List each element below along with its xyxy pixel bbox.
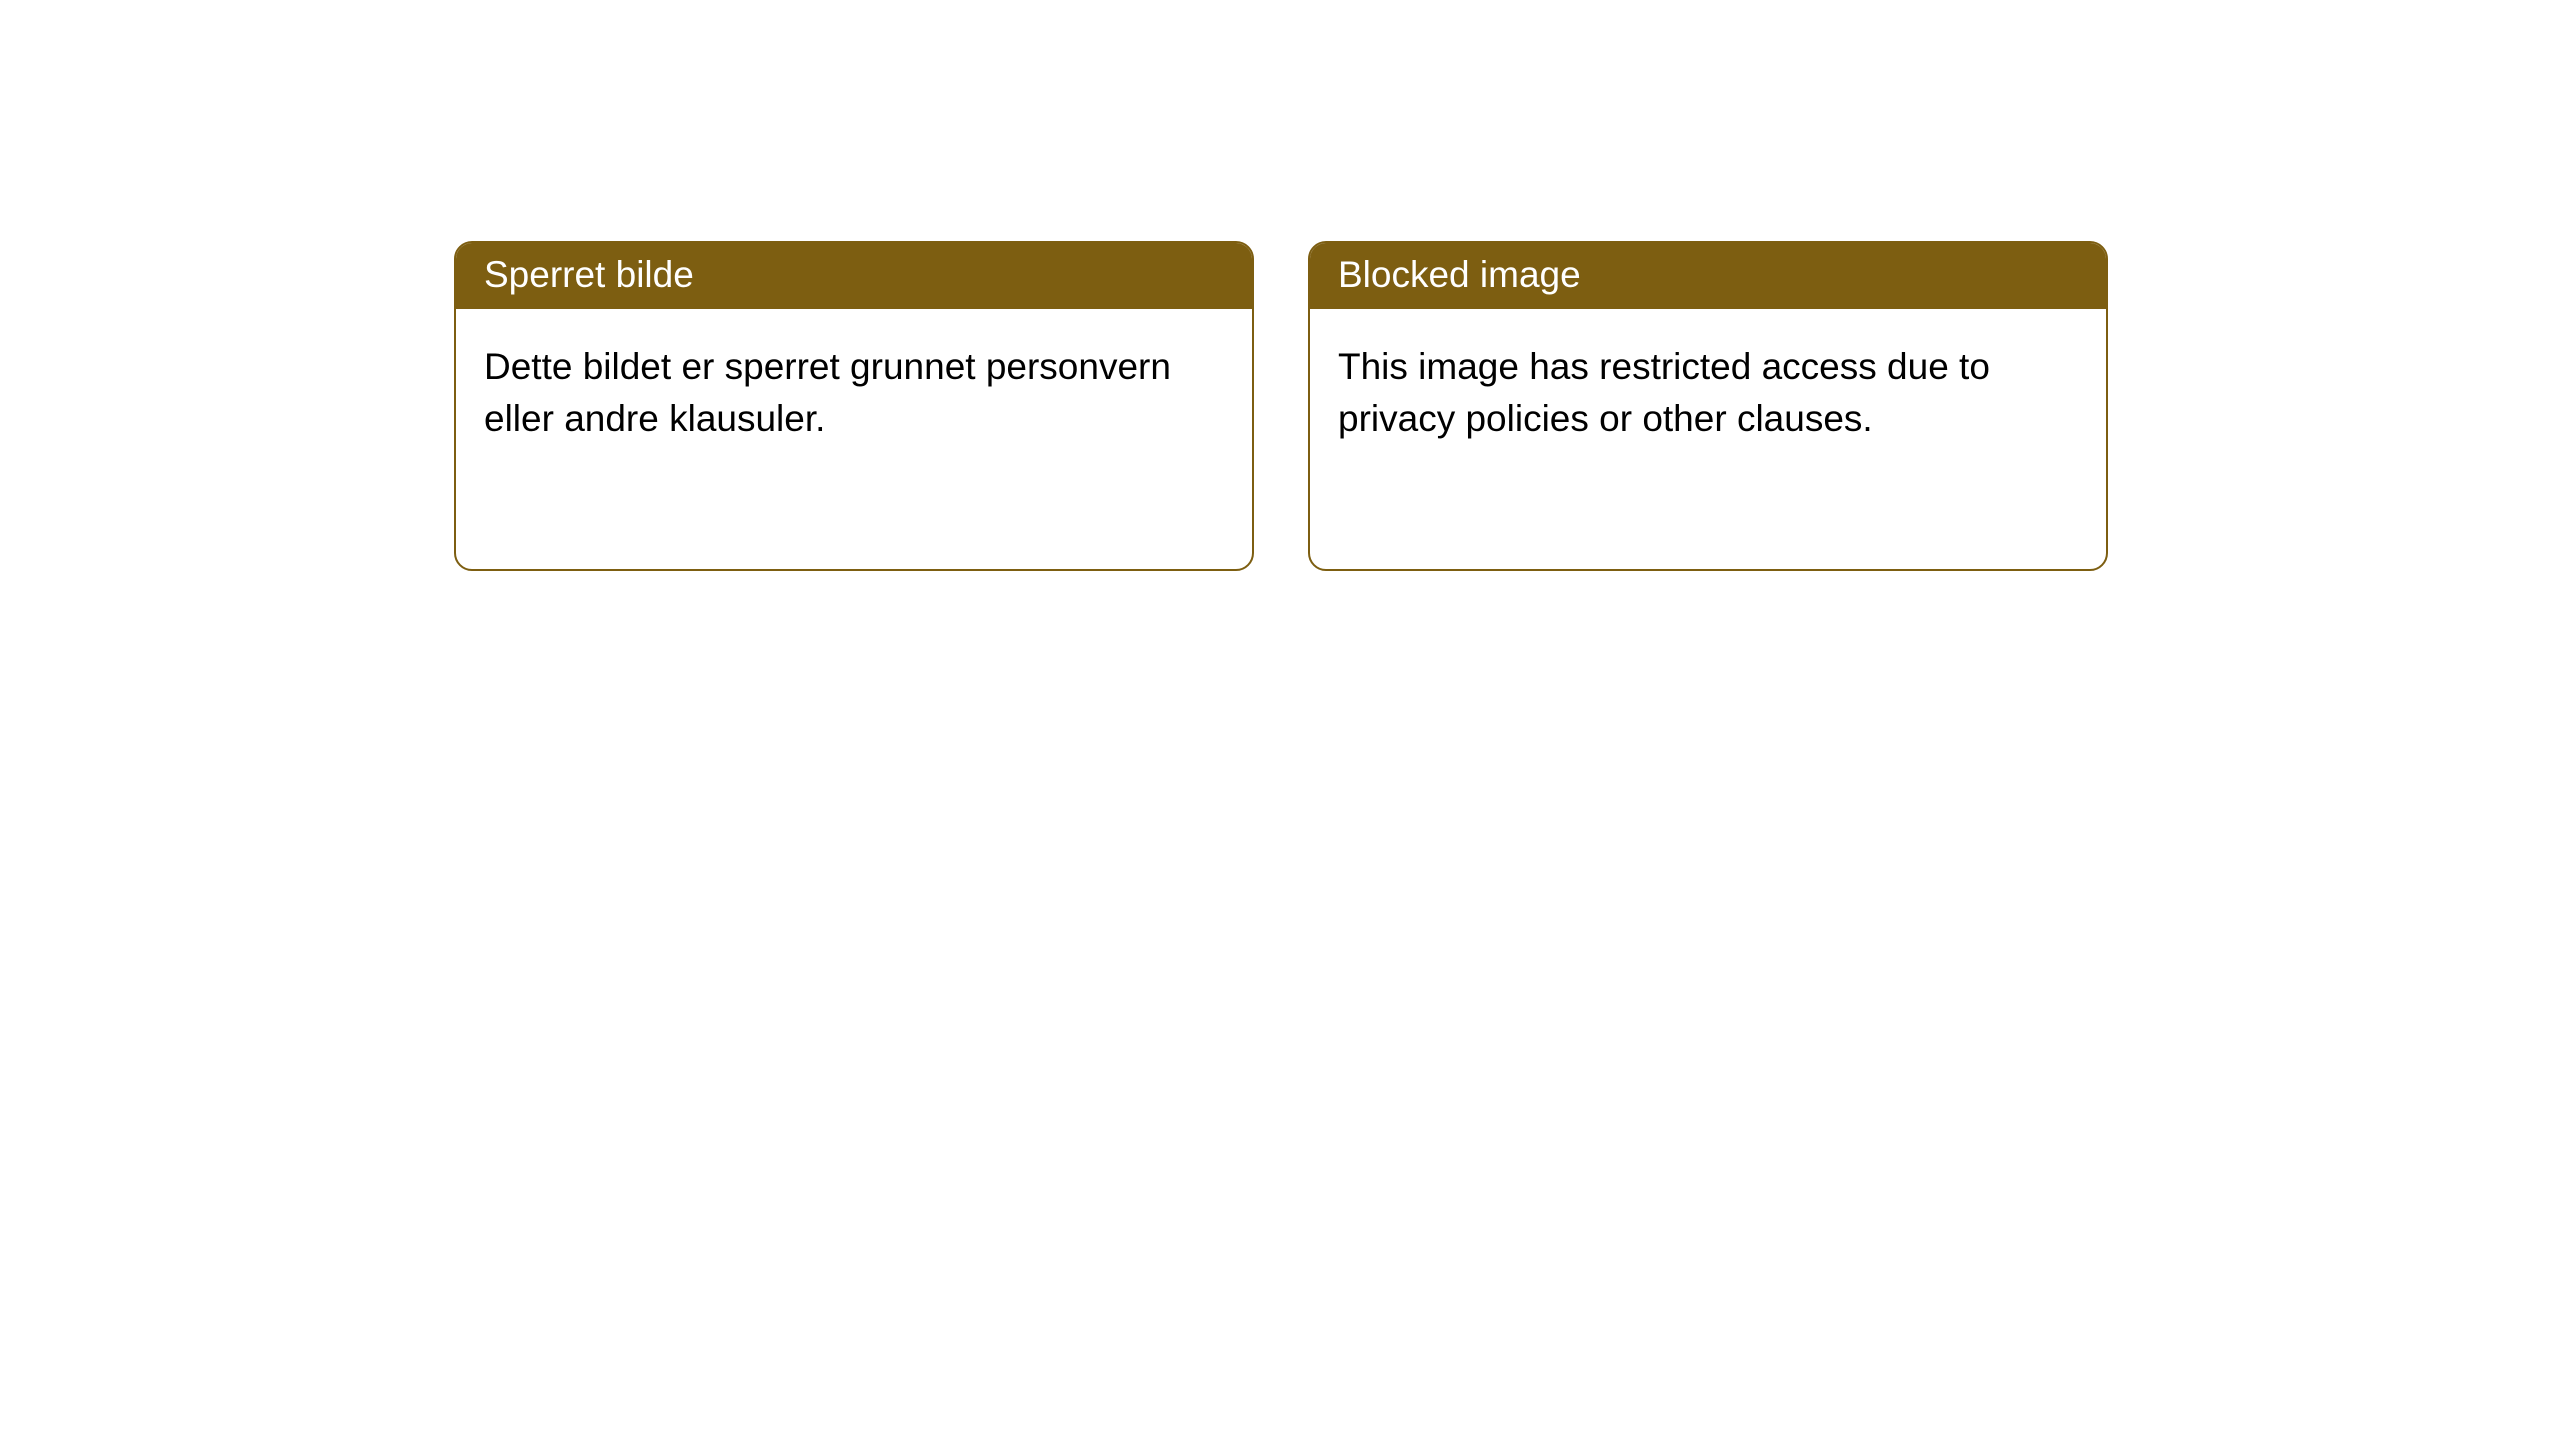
card-title: Sperret bilde: [484, 254, 694, 295]
card-header: Blocked image: [1310, 243, 2106, 309]
card-header: Sperret bilde: [456, 243, 1252, 309]
notice-container: Sperret bilde Dette bildet er sperret gr…: [0, 0, 2560, 571]
card-message: This image has restricted access due to …: [1338, 346, 1990, 439]
blocked-image-card-no: Sperret bilde Dette bildet er sperret gr…: [454, 241, 1254, 571]
card-message: Dette bildet er sperret grunnet personve…: [484, 346, 1171, 439]
blocked-image-card-en: Blocked image This image has restricted …: [1308, 241, 2108, 571]
card-body: Dette bildet er sperret grunnet personve…: [456, 309, 1252, 477]
card-title: Blocked image: [1338, 254, 1581, 295]
card-body: This image has restricted access due to …: [1310, 309, 2106, 477]
